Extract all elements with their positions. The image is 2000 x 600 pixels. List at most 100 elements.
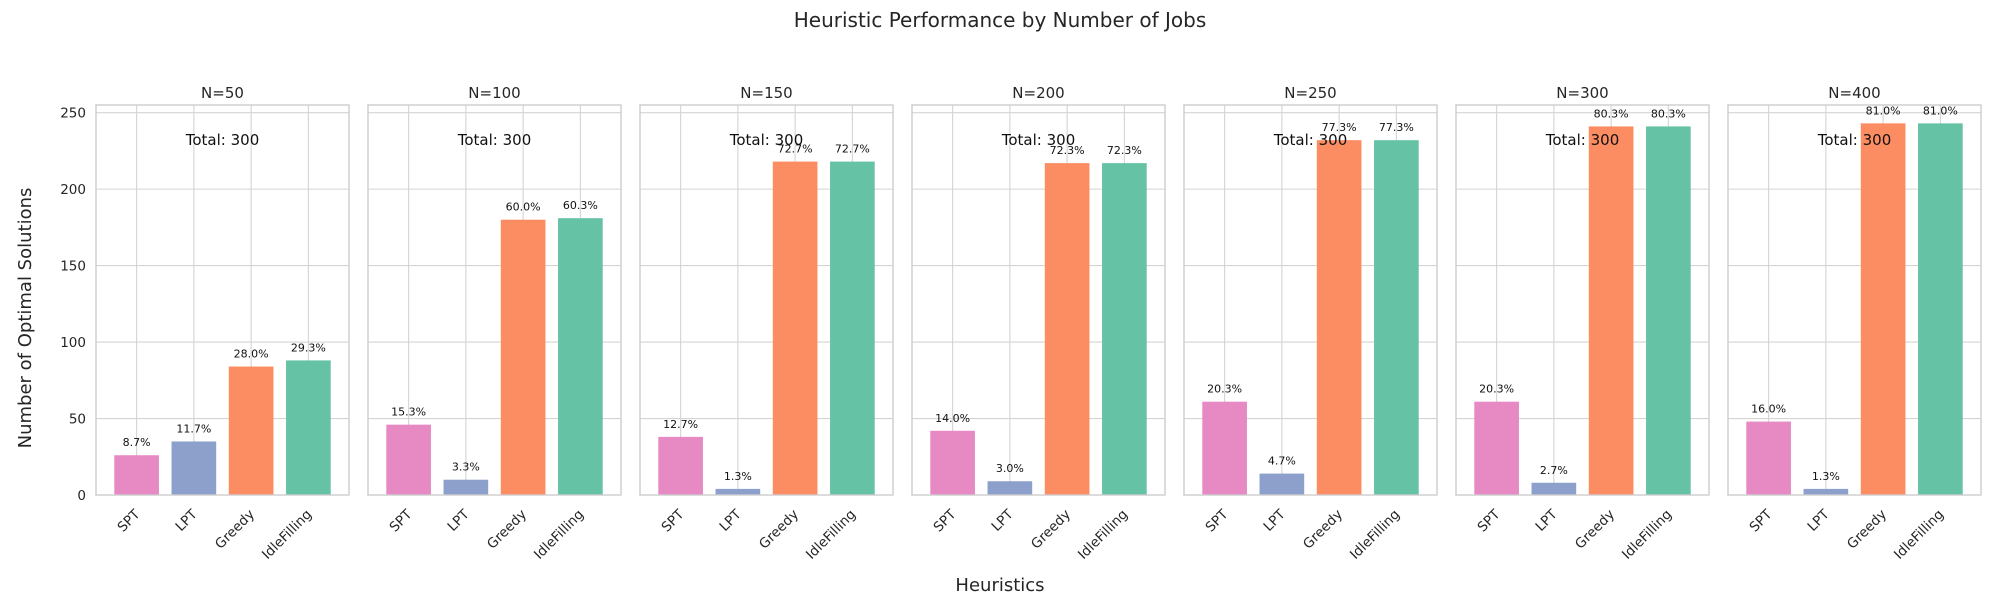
- bar-SPT: [1746, 421, 1791, 495]
- panel-N=50: 8.7% SPT 11.7% LPT 28.0% Greedy 29.3% IdleFilli…: [60, 84, 350, 563]
- y-tick-label: 100: [60, 335, 86, 351]
- bar-Greedy: [1316, 140, 1362, 496]
- x-tick-label: LPT: [988, 506, 1017, 535]
- bar-value-label: 28.0%: [234, 348, 269, 361]
- bar-IdleFilling: [1102, 163, 1147, 495]
- panel-title: N=150: [740, 84, 792, 102]
- panels: 8.7% SPT 11.7% LPT 28.0% Greedy 29.3% IdleFilli…: [60, 84, 1982, 563]
- y-tick-label: 200: [60, 182, 86, 198]
- panel-frame: [367, 104, 622, 496]
- panel-title: N=400: [1828, 84, 1880, 102]
- x-tick-label: LPT: [1260, 506, 1289, 535]
- x-tick-label: LPT: [172, 506, 201, 535]
- x-tick-label: SPT: [386, 506, 415, 535]
- bar-value-label: 72.3%: [1107, 144, 1142, 157]
- bar-value-label: 3.3%: [452, 461, 480, 474]
- bar-LPT: [171, 441, 217, 495]
- bar-LPT: [1259, 473, 1305, 495]
- bar-IdleFilling: [286, 360, 331, 495]
- x-tick-label: LPT: [1804, 506, 1833, 535]
- bar-value-label: 72.7%: [835, 143, 870, 156]
- bar-IdleFilling: [830, 161, 875, 495]
- x-tick-label: IdleFilling: [1347, 507, 1403, 563]
- bar-value-label: 77.3%: [1322, 121, 1357, 134]
- panel-frame: [1183, 104, 1438, 496]
- bar-value-label: 29.3%: [291, 341, 326, 354]
- panel-N=250: 20.3% SPT 4.7% LPT 77.3% Greedy 77.3% IdleFilli…: [1183, 84, 1438, 563]
- bar-LPT: [1531, 482, 1577, 495]
- x-tick-label: Greedy: [1300, 507, 1346, 553]
- x-tick-label: Greedy: [756, 507, 802, 553]
- x-tick-label: IdleFilling: [259, 507, 315, 563]
- y-tick-label: 50: [69, 412, 86, 428]
- x-tick-label: LPT: [444, 506, 473, 535]
- panel-title: N=100: [468, 84, 520, 102]
- bar-value-label: 1.3%: [1812, 470, 1840, 483]
- x-tick-label: SPT: [658, 506, 687, 535]
- bar-value-label: 4.7%: [1268, 455, 1296, 468]
- x-tick-label: SPT: [930, 506, 959, 535]
- y-tick-label: 250: [60, 106, 86, 122]
- x-tick-label: SPT: [1202, 506, 1231, 535]
- x-tick-label: Greedy: [212, 507, 258, 553]
- panel-N=400: 16.0% SPT 1.3% LPT 81.0% Greedy 81.0% IdleFilli…: [1727, 84, 1982, 563]
- bar-value-label: 81.0%: [1923, 104, 1958, 117]
- bar-SPT: [386, 424, 431, 495]
- x-tick-label: IdleFilling: [1891, 507, 1947, 563]
- total-label: Total: 300: [1001, 131, 1075, 149]
- bar-value-label: 60.3%: [563, 199, 598, 212]
- bar-value-label: 72.3%: [1050, 144, 1085, 157]
- panel-N=200: 14.0% SPT 3.0% LPT 72.3% Greedy 72.3% IdleFilli…: [911, 84, 1166, 563]
- panel-frame: [1455, 104, 1710, 496]
- bar-Greedy: [772, 161, 818, 495]
- total-label: Total: 300: [729, 131, 803, 149]
- bar-Greedy: [500, 219, 546, 496]
- total-label: Total: 300: [1545, 131, 1619, 149]
- bar-value-label: 14.0%: [935, 412, 970, 425]
- x-tick-label: IdleFilling: [1619, 507, 1675, 563]
- y-tick-label: 0: [77, 488, 86, 504]
- panel-N=100: 15.3% SPT 3.3% LPT 60.0% Greedy 60.3% IdleFilli…: [367, 84, 622, 563]
- x-tick-label: LPT: [1532, 506, 1561, 535]
- bar-IdleFilling: [558, 218, 603, 496]
- bar-SPT: [1202, 401, 1247, 495]
- bar-SPT: [930, 430, 975, 495]
- bar-Greedy: [1044, 163, 1090, 495]
- panel-N=300: 20.3% SPT 2.7% LPT 80.3% Greedy 80.3% IdleFilli…: [1455, 84, 1710, 563]
- bar-value-label: 2.7%: [1540, 464, 1568, 477]
- panel-frame: [639, 104, 894, 496]
- bar-value-label: 81.0%: [1866, 104, 1901, 117]
- x-tick-label: SPT: [1474, 506, 1503, 535]
- y-axis-label: Number of Optimal Solutions: [15, 188, 36, 449]
- total-label: Total: 300: [457, 131, 531, 149]
- bar-Greedy: [228, 366, 274, 495]
- bar-value-label: 12.7%: [663, 418, 698, 431]
- bar-SPT: [1474, 401, 1519, 495]
- x-axis-label: Heuristics: [955, 575, 1044, 596]
- bar-IdleFilling: [1918, 123, 1963, 496]
- bar-value-label: 77.3%: [1379, 121, 1414, 134]
- bar-Greedy: [1860, 123, 1906, 496]
- bar-value-label: 3.0%: [996, 462, 1024, 475]
- x-tick-label: SPT: [1746, 506, 1775, 535]
- panel-title: N=200: [1012, 84, 1064, 102]
- bar-IdleFilling: [1374, 140, 1419, 496]
- x-tick-label: Greedy: [1844, 507, 1890, 553]
- bar-SPT: [114, 455, 159, 495]
- x-tick-label: LPT: [716, 506, 745, 535]
- x-tick-label: IdleFilling: [803, 507, 859, 563]
- x-tick-label: IdleFilling: [1075, 507, 1131, 563]
- total-label: Total: 300: [1273, 131, 1347, 149]
- panel-frame: [911, 104, 1166, 496]
- x-tick-label: IdleFilling: [531, 507, 587, 563]
- bar-LPT: [987, 481, 1033, 495]
- bar-value-label: 20.3%: [1479, 383, 1514, 396]
- bar-value-label: 11.7%: [176, 422, 211, 435]
- y-tick-label: 150: [60, 259, 86, 275]
- bar-Greedy: [1588, 126, 1634, 495]
- bar-value-label: 15.3%: [391, 406, 426, 419]
- bar-value-label: 16.0%: [1751, 403, 1786, 416]
- panel-N=150: 12.7% SPT 1.3% LPT 72.7% Greedy 72.7% IdleFilli…: [639, 84, 894, 563]
- bar-value-label: 60.0%: [506, 201, 541, 214]
